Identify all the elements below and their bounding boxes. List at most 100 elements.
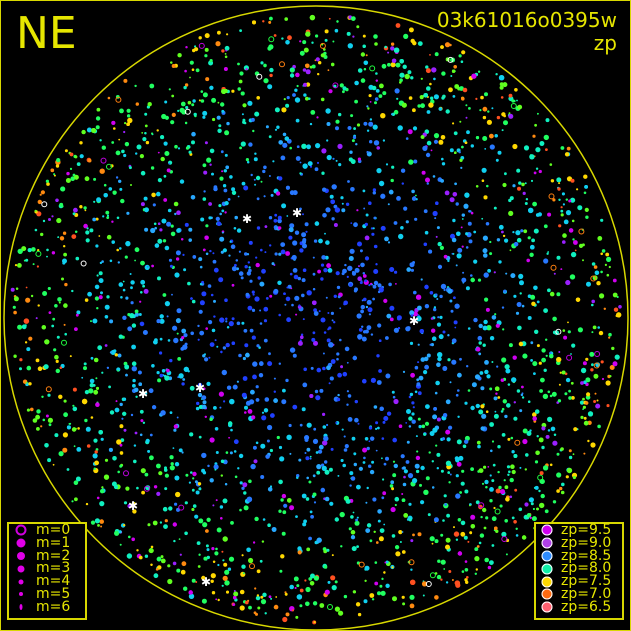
star-point — [612, 292, 618, 298]
star-point — [441, 96, 445, 100]
star-point — [299, 423, 303, 427]
star-point — [251, 308, 256, 312]
star-point — [157, 151, 160, 154]
star-point — [538, 489, 541, 493]
star-point — [415, 455, 421, 461]
star-point — [385, 336, 389, 340]
star-point — [208, 356, 211, 359]
star-point — [470, 524, 476, 529]
star-point — [134, 312, 139, 317]
star-point — [399, 72, 405, 78]
star-point — [293, 274, 299, 280]
star-point — [210, 573, 216, 579]
star-point — [527, 316, 532, 320]
star-point — [151, 364, 155, 368]
star-point — [148, 548, 154, 554]
star-point — [387, 51, 390, 54]
star-point — [286, 215, 289, 217]
bright-star-marker — [41, 201, 48, 208]
star-point — [346, 31, 351, 36]
star-point — [269, 16, 273, 21]
star-point — [309, 457, 312, 460]
star-point — [431, 460, 434, 463]
star-point — [65, 178, 71, 183]
star-point — [122, 288, 126, 292]
star-point — [202, 404, 207, 410]
star-point — [562, 329, 566, 332]
star-point — [114, 353, 118, 357]
star-point — [161, 218, 167, 224]
star-point — [156, 491, 161, 496]
star-point — [292, 190, 298, 196]
star-point — [447, 334, 450, 337]
star-point — [132, 378, 136, 383]
star-point — [372, 497, 377, 502]
star-point — [256, 197, 260, 201]
star-point — [500, 96, 504, 99]
star-point — [536, 435, 539, 438]
star-point — [63, 303, 68, 308]
star-point — [547, 212, 552, 217]
star-point — [425, 65, 429, 69]
star-point — [373, 216, 377, 220]
star-point — [321, 463, 325, 467]
star-point — [357, 157, 361, 161]
star-point — [329, 194, 334, 199]
star-point — [397, 316, 401, 321]
star-point — [23, 318, 30, 324]
star-point — [208, 320, 213, 325]
star-point — [178, 538, 181, 540]
star-point — [390, 178, 394, 183]
star-point — [130, 280, 135, 285]
star-point — [601, 249, 606, 253]
star-point — [192, 48, 196, 53]
star-point — [583, 174, 588, 179]
star-point — [355, 518, 358, 522]
star-point — [86, 444, 91, 448]
star-point — [409, 27, 414, 33]
star-point — [239, 605, 245, 611]
star-point — [269, 73, 273, 78]
star-point — [127, 114, 131, 118]
star-point — [166, 221, 172, 227]
star-point — [475, 97, 478, 100]
star-point — [520, 393, 524, 397]
star-point — [259, 361, 264, 366]
star-point — [372, 284, 377, 289]
star-point — [98, 295, 103, 300]
star-point — [328, 467, 333, 472]
star-point — [598, 330, 604, 336]
star-point — [269, 294, 273, 298]
star-point — [255, 262, 260, 268]
star-point — [530, 359, 533, 362]
bright-star-marker — [501, 536, 508, 542]
star-point — [259, 281, 265, 287]
star-point — [451, 338, 457, 344]
star-point — [32, 263, 35, 266]
star-point — [197, 338, 200, 341]
star-point — [594, 392, 597, 395]
star-point — [188, 590, 193, 595]
star-point — [366, 486, 369, 490]
star-point — [192, 471, 197, 477]
star-point — [384, 561, 387, 564]
star-point — [495, 529, 499, 533]
star-point — [456, 439, 462, 445]
star-point — [303, 47, 309, 53]
star-point — [349, 471, 354, 476]
star-point — [347, 43, 353, 49]
star-point — [204, 353, 206, 356]
star-point — [612, 278, 617, 283]
star-point — [223, 89, 228, 93]
star-point — [459, 86, 464, 91]
star-point — [332, 157, 335, 160]
star-point — [259, 322, 263, 325]
star-point — [453, 65, 458, 69]
star-point — [191, 140, 195, 145]
star-point — [267, 46, 272, 51]
star-point — [263, 306, 269, 312]
star-point — [217, 101, 220, 104]
star-point — [452, 218, 456, 223]
star-point — [313, 340, 318, 346]
star-point — [516, 302, 522, 307]
